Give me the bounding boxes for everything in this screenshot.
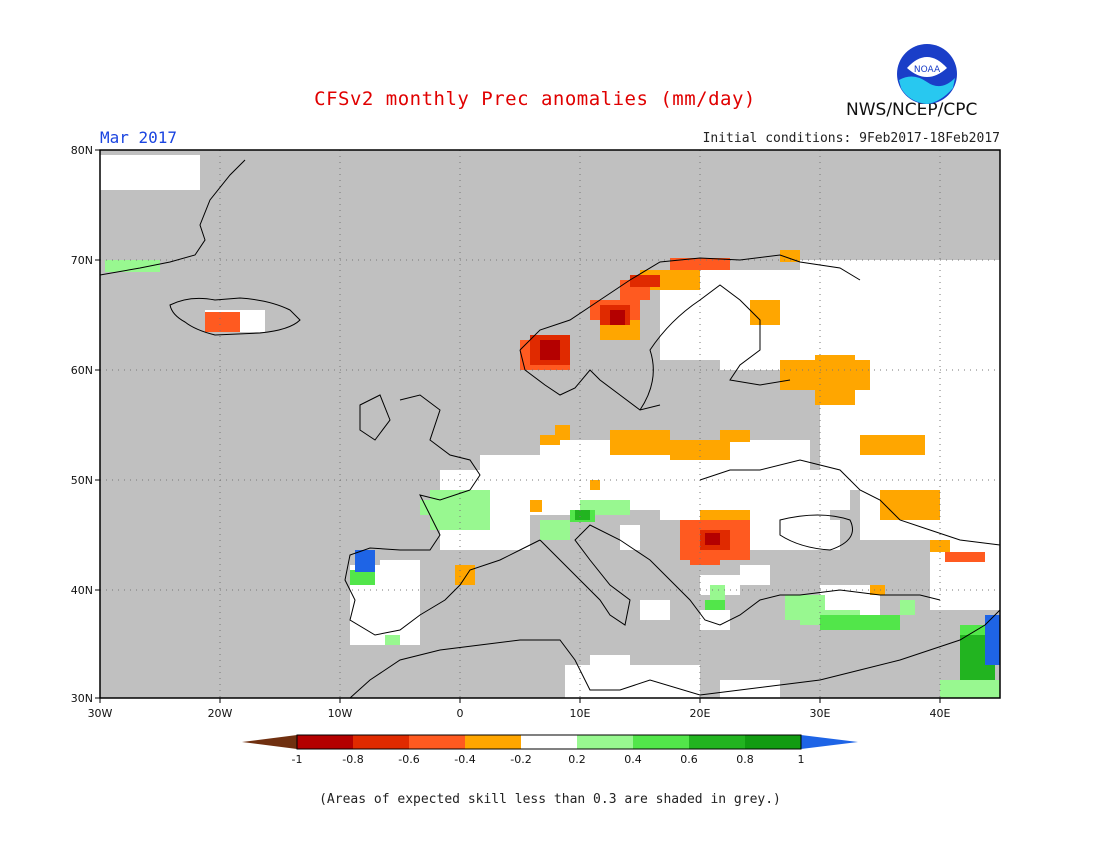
lat-label: 40N: [71, 584, 93, 597]
colorbar-bin: [353, 735, 409, 749]
colorbar-label: -0.6: [398, 753, 419, 766]
lat-label: 80N: [71, 144, 93, 157]
initial-conditions: Initial conditions: 9Feb2017-18Feb2017: [702, 131, 1000, 146]
colorbar-label: -0.8: [342, 753, 363, 766]
forecast-month: Mar 2017: [100, 128, 178, 147]
colorbar-bin: [745, 735, 801, 749]
colorbar-bin: [577, 735, 633, 749]
colorbar-bin: [409, 735, 465, 749]
colorbar-label: 0.8: [736, 753, 754, 766]
lon-label: 10W: [328, 707, 353, 720]
graticule-lines: [100, 150, 1000, 698]
colorbar-high-arrow: [801, 735, 858, 749]
lon-label: 10E: [570, 707, 591, 720]
chart-title: CFSv2 monthly Prec anomalies (mm/day): [314, 88, 756, 110]
organization-label: NWS/NCEP/CPC: [846, 100, 978, 120]
coastlines: [99, 159, 1001, 699]
lon-label: 30E: [810, 707, 831, 720]
lat-label: 50N: [71, 474, 93, 487]
lon-label: 40E: [930, 707, 951, 720]
lat-label: 60N: [71, 364, 93, 377]
colorbar-bin: [465, 735, 521, 749]
lat-label: 70N: [71, 254, 93, 267]
colorbar-label: 0.2: [568, 753, 586, 766]
noaa-logo-icon: NOAA: [897, 44, 957, 104]
wet-extreme-anomaly-areas: [355, 550, 1000, 665]
colorbar-bin: [689, 735, 745, 749]
lon-label: 30W: [88, 707, 113, 720]
logo-text: NOAA: [914, 65, 941, 75]
colorbar-bin: [521, 735, 577, 749]
colorbar: [242, 734, 858, 750]
lon-label: 0: [457, 707, 464, 720]
colorbar-label: 0.6: [680, 753, 698, 766]
lon-label: 20W: [208, 707, 233, 720]
colorbar-label: 0.4: [624, 753, 642, 766]
colorbar-label: -0.4: [454, 753, 475, 766]
lat-label: 30N: [71, 692, 93, 705]
colorbar-low-arrow: [242, 735, 297, 749]
colorbar-label: 1: [798, 753, 805, 766]
axis-ticks: [95, 149, 941, 703]
colorbar-label: -1: [292, 753, 303, 766]
colorbar-bin: [297, 735, 353, 749]
map-frame: [99, 149, 1001, 699]
skill-footnote: (Areas of expected skill less than 0.3 a…: [319, 792, 781, 807]
colorbar-label: -0.2: [510, 753, 531, 766]
colorbar-bin: [633, 735, 689, 749]
lon-label: 20E: [690, 707, 711, 720]
dry-extreme-anomaly-areas: [540, 310, 720, 545]
